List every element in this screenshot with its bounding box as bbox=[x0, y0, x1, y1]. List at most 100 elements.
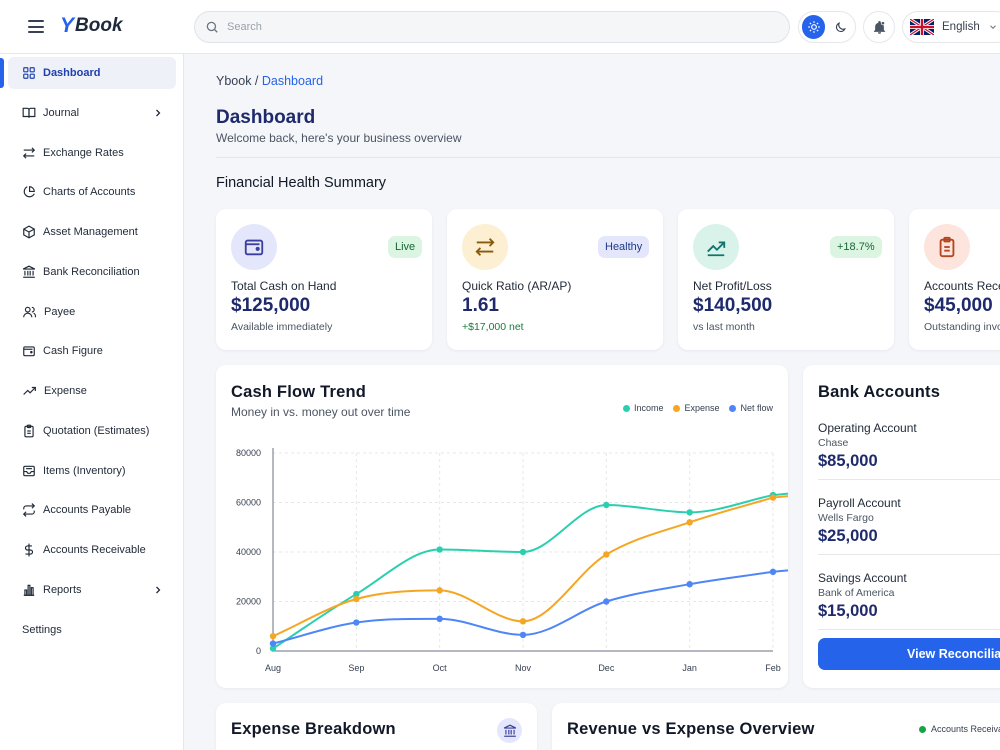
kpi-value: $125,000 bbox=[231, 295, 311, 316]
sidebar-item-label: Bank Reconciliation bbox=[43, 266, 140, 278]
sidebar-item-cash-figure[interactable]: Cash Figure bbox=[8, 335, 176, 367]
kpi-subtext: Outstanding invoices bbox=[924, 321, 1000, 333]
status-badge: +18.7% bbox=[830, 236, 882, 258]
legend-label: Income bbox=[633, 403, 664, 413]
legend-label: Expense bbox=[684, 403, 720, 413]
users-icon bbox=[23, 306, 37, 318]
x-tick-label: Dec bbox=[598, 663, 615, 673]
bank-account-item[interactable]: Payroll Account Wells Fargo $25,000 bbox=[818, 496, 1000, 546]
revenue-vs-expense-card: Revenue vs Expense Overview Accounts Rec… bbox=[552, 703, 1000, 750]
legend-item-net-flow[interactable]: Net flow bbox=[729, 403, 773, 413]
sidebar-item-reports[interactable]: Reports bbox=[8, 574, 176, 606]
theme-toggle[interactable] bbox=[798, 11, 856, 43]
kpi-card-net-profit[interactable]: +18.7% Net Profit/Loss $140,500 vs last … bbox=[678, 209, 894, 350]
bar-chart-icon bbox=[23, 584, 35, 596]
language-selector[interactable]: English bbox=[902, 11, 1000, 43]
sidebar-item-settings[interactable]: Settings bbox=[8, 614, 176, 646]
sidebar-item-exchange-rates[interactable]: Exchange Rates bbox=[8, 137, 176, 169]
x-tick-label: Oct bbox=[433, 663, 448, 673]
app-logo[interactable]: Y Book bbox=[60, 14, 123, 38]
legend-dot bbox=[919, 725, 926, 733]
repeat-icon bbox=[22, 503, 36, 517]
chevron-down-icon bbox=[989, 25, 996, 29]
sidebar-item-label: Cash Figure bbox=[43, 345, 103, 357]
sidebar-item-expense[interactable]: Expense bbox=[8, 375, 176, 407]
bank-account-item[interactable]: Operating Account Chase $85,000 bbox=[818, 421, 1000, 471]
legend-label: Accounts Receivable bbox=[931, 724, 1000, 734]
search-box[interactable] bbox=[194, 11, 790, 43]
kpi-card-accounts-receivable[interactable]: Accounts Receivable $45,000 Outstanding … bbox=[909, 209, 1000, 350]
data-point bbox=[603, 551, 610, 558]
sidebar-item-bank-reconciliation[interactable]: Bank Reconciliation bbox=[8, 256, 176, 288]
bank-name: Chase bbox=[818, 437, 849, 449]
data-point bbox=[269, 645, 277, 652]
sidebar-item-payee[interactable]: Payee bbox=[8, 296, 176, 328]
bank-account-name: Payroll Account bbox=[818, 496, 901, 510]
sidebar-item-asset-management[interactable]: Asset Management bbox=[8, 216, 176, 248]
kpi-subtext: vs last month bbox=[693, 321, 755, 333]
sidebar-item-label: Payee bbox=[44, 306, 76, 318]
x-tick-label: Aug bbox=[265, 663, 281, 673]
series-line-net-flow bbox=[272, 569, 788, 645]
expense-breakdown-icon-badge[interactable] bbox=[497, 718, 522, 743]
kpi-label: Quick Ratio (AR/AP) bbox=[462, 279, 572, 293]
cash-flow-title: Cash Flow Trend bbox=[231, 383, 367, 401]
cash-flow-chart: 0 20000 40000 60000 80000 Aug Sep Oct Nov Dec Jan F… bbox=[236, 448, 788, 673]
sidebar-item-items-inventory[interactable]: Items (Inventory) bbox=[8, 455, 176, 487]
menu-icon[interactable] bbox=[28, 20, 44, 33]
breadcrumb-root[interactable]: Ybook bbox=[216, 74, 252, 88]
series-line-income bbox=[272, 492, 788, 650]
legend-item-expense[interactable]: Expense bbox=[673, 403, 719, 413]
chevron-right-icon bbox=[156, 109, 161, 117]
legend-item-income[interactable]: Income bbox=[622, 403, 664, 413]
data-point bbox=[353, 590, 360, 598]
moon-icon bbox=[835, 21, 846, 32]
sidebar-item-journal[interactable]: Journal bbox=[8, 97, 176, 129]
sidebar-item-quotation[interactable]: Quotation (Estimates) bbox=[8, 415, 176, 447]
trending-up-icon bbox=[707, 241, 726, 257]
kpi-label: Accounts Receivable bbox=[924, 279, 1000, 293]
bank-account-item[interactable]: Savings Account Bank of America $15,000 bbox=[818, 571, 1000, 621]
dark-mode-button[interactable] bbox=[829, 15, 852, 39]
y-tick-label: 0 bbox=[256, 646, 261, 656]
sidebar-item-accounts-receivable[interactable]: Accounts Receivable bbox=[8, 534, 176, 566]
cash-flow-card: Cash Flow Trend Money in vs. money out o… bbox=[216, 365, 788, 688]
kpi-card-quick-ratio[interactable]: Healthy Quick Ratio (AR/AP) 1.61 +$17,00… bbox=[447, 209, 663, 350]
sidebar-item-label: Settings bbox=[22, 624, 62, 636]
arrows-swap-icon bbox=[22, 147, 36, 159]
light-mode-button[interactable] bbox=[802, 15, 825, 39]
kpi-subtext: Available immediately bbox=[231, 321, 333, 333]
clipboard-icon bbox=[24, 424, 34, 438]
logo-mark: Y bbox=[60, 14, 75, 37]
expense-breakdown-card: Expense Breakdown bbox=[216, 703, 537, 750]
bank-name: Wells Fargo bbox=[818, 512, 874, 524]
breadcrumb-current[interactable]: Dashboard bbox=[261, 74, 324, 88]
main-content: Ybook / Dashboard Dashboard Welcome back… bbox=[184, 54, 1000, 750]
breadcrumb: Ybook / Dashboard bbox=[216, 74, 323, 88]
pie-chart-icon bbox=[23, 186, 35, 198]
kpi-subtext: +$17,000 net bbox=[462, 321, 524, 333]
bank-balance: $15,000 bbox=[818, 602, 878, 620]
sidebar-item-label: Charts of Accounts bbox=[43, 186, 136, 198]
divider bbox=[818, 479, 1000, 480]
sidebar-item-charts-of-accounts[interactable]: Charts of Accounts bbox=[8, 176, 176, 208]
kpi-icon-circle bbox=[462, 224, 508, 270]
legend-item-accounts-receivable[interactable]: Accounts Receivable bbox=[919, 724, 1000, 734]
data-point bbox=[519, 618, 527, 625]
notifications-button[interactable] bbox=[863, 11, 895, 43]
kpi-card-cash[interactable]: Live Total Cash on Hand $125,000 Availab… bbox=[216, 209, 432, 350]
dollar-icon bbox=[24, 543, 34, 557]
bank-balance: $25,000 bbox=[818, 527, 878, 545]
view-reconciliation-button[interactable]: View Reconciliation bbox=[818, 638, 1000, 670]
series-line-expense bbox=[272, 495, 788, 638]
kpi-label: Net Profit/Loss bbox=[693, 279, 772, 293]
sidebar-item-dashboard[interactable]: Dashboard bbox=[8, 57, 176, 89]
data-point bbox=[353, 619, 360, 626]
sidebar-item-accounts-payable[interactable]: Accounts Payable bbox=[8, 494, 176, 526]
inbox-icon bbox=[23, 465, 35, 477]
kpi-value: $140,500 bbox=[693, 295, 773, 316]
sidebar: Dashboard Journal Exchange Rates Charts … bbox=[0, 54, 184, 750]
chevron-right-icon bbox=[156, 586, 161, 594]
search-input[interactable] bbox=[227, 21, 747, 33]
sidebar-item-label: Accounts Receivable bbox=[43, 544, 146, 556]
